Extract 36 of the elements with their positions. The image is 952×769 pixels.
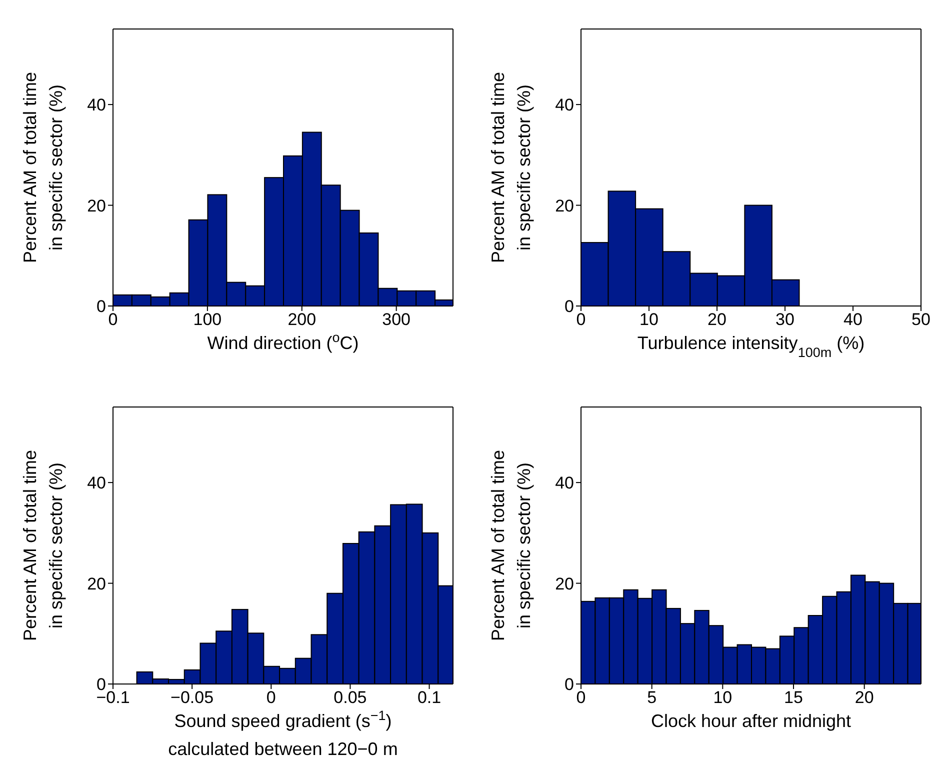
x-tick-label: 300: [382, 310, 411, 330]
y-tick-label: 40: [87, 474, 106, 493]
x-tick-label: 100: [193, 310, 222, 330]
x-tick-label: 5: [647, 688, 657, 708]
x-tick-label: 0.1: [417, 688, 442, 708]
x-tick-label: 15: [784, 688, 803, 708]
y-tick-label: 0: [564, 675, 574, 694]
y-tick-label: 0: [96, 675, 106, 694]
x-axis-title: Turbulence intensity$_{100m}$ (%): [637, 333, 865, 360]
x-tick-label: 30: [776, 310, 794, 330]
y-tick-label: 40: [555, 474, 574, 493]
y-tick-label: 0: [96, 297, 106, 316]
x-tick-label: −0.05: [170, 688, 214, 708]
y-tick-label: 20: [87, 196, 106, 216]
y-axis-title: Percent AM of total time in specific sector (%): [20, 450, 66, 642]
y-tick-label: 20: [555, 196, 574, 216]
y-axis-title: Percent AM of total time in specific sector (%): [20, 72, 66, 264]
x-tick-label: 10: [713, 688, 732, 708]
x-tick-label: 10: [640, 310, 658, 330]
x-tick-label: 200: [288, 310, 316, 330]
y-axis-title: Percent AM of total time in specific sector (%): [488, 450, 534, 642]
x-tick-label: 0.05: [334, 688, 367, 708]
x-axis-title: Sound speed gradient (s$^{−1}$) calculated between 120−0 m: [168, 708, 398, 759]
y-tick-label: 20: [555, 574, 574, 594]
x-tick-label: 20: [854, 688, 874, 708]
x-tick-label: 0: [266, 688, 276, 708]
y-tick-label: 20: [87, 574, 106, 594]
x-axis-title: Wind direction ($^{o}$C): [207, 330, 359, 353]
y-tick-label: 0: [564, 297, 574, 316]
x-tick-label: 40: [844, 310, 862, 330]
x-tick-label: 20: [708, 310, 726, 330]
x-axis-title: Clock hour after midnight: [650, 711, 852, 731]
y-tick-label: 40: [87, 96, 106, 115]
x-tick-label: 50: [912, 310, 930, 330]
y-tick-label: 40: [555, 96, 574, 115]
y-axis-title: Percent AM of total time in specific sector (%): [488, 72, 534, 264]
